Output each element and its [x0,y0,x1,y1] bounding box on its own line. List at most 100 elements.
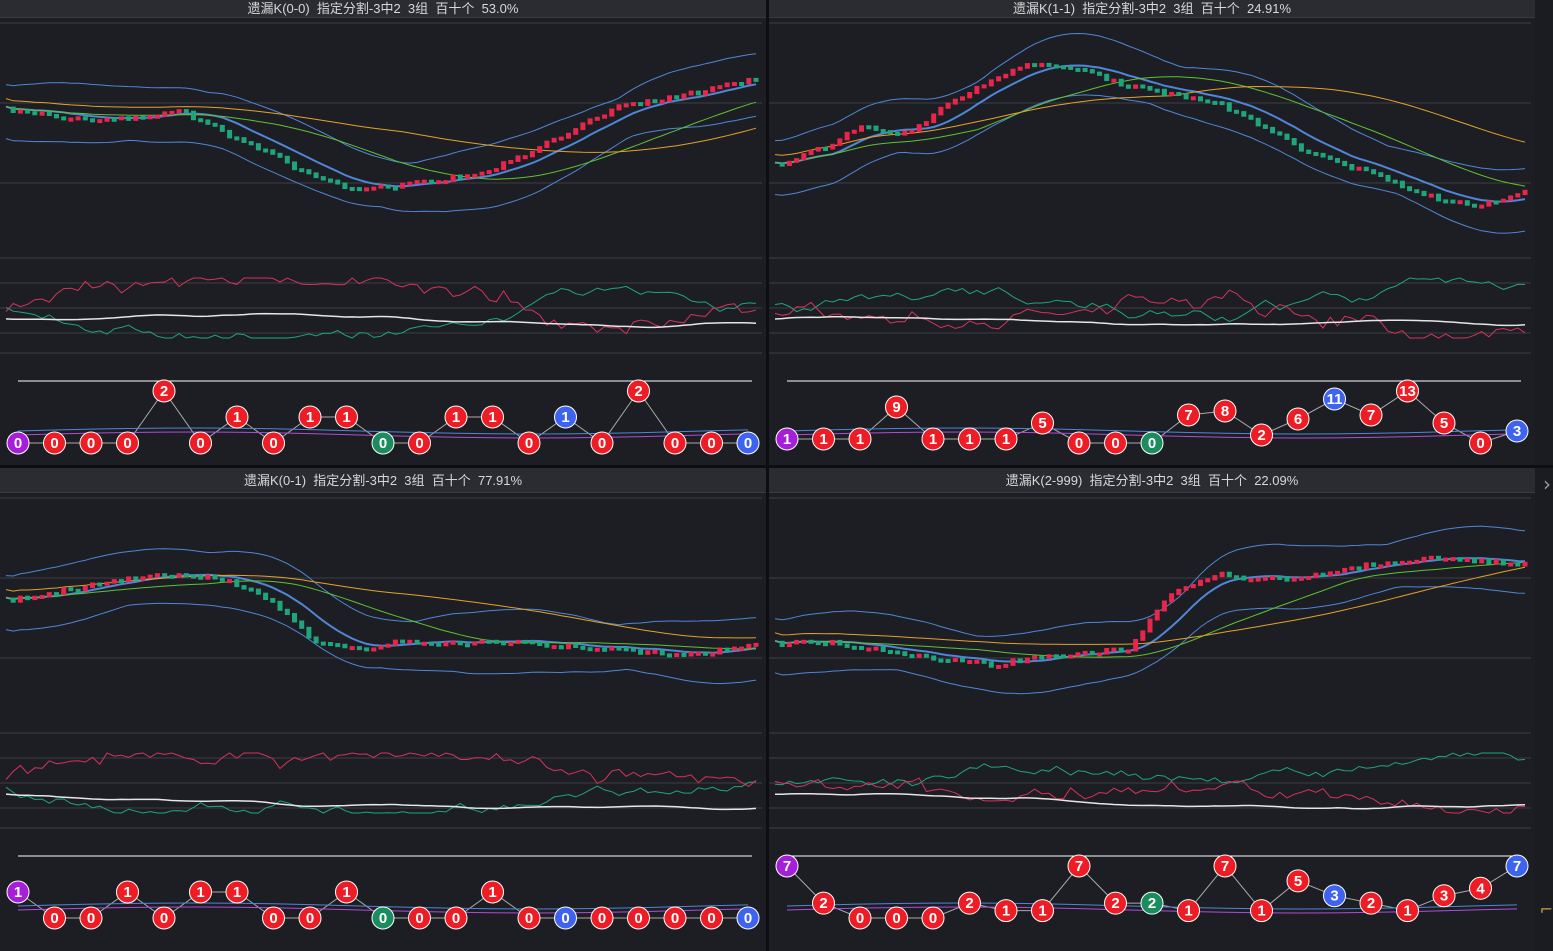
candle [988,661,994,668]
omission-ball-circle [152,379,176,403]
omission-ball: 1 [225,405,249,429]
chart-panel-bottom-right[interactable]: 遗漏K(2-999) 指定分割-3中2 3组 百十个 22.09% 7 2 0 0 0 2… [769,468,1535,951]
omission-ball-circle [1359,403,1383,427]
omission-ball-value: 0 [598,435,606,452]
candle [140,115,146,120]
ma-green [5,101,757,180]
omission-ball-circle [627,906,650,930]
omission-ball-value: 0 [50,910,58,927]
omission-ball: 1 [1250,899,1273,923]
omission-ball-value: 0 [1476,435,1484,452]
candle [1508,562,1514,567]
candle [1421,190,1427,197]
candle [630,647,636,652]
candle [111,117,117,122]
omission-ball-circle [408,906,431,930]
chart-panel-bottom-left[interactable]: 遗漏K(0-1) 指定分割-3中2 3组 百十个 77.91% 1 0 0 1 0 1 1 0… [0,468,766,951]
omission-ball-circle [79,906,103,930]
candle [328,178,333,183]
candle [212,122,218,127]
omission-ball-value: 3 [1513,423,1521,440]
candle [472,173,478,178]
candle [616,104,622,111]
candle [1010,68,1016,76]
omission-ball: 13 [1396,379,1419,403]
candle [1378,172,1384,177]
candle [1522,561,1528,567]
omission-ball: 7 [1177,403,1200,427]
omission-ball-circle [1323,884,1346,908]
candle [1479,558,1485,564]
candle [688,652,694,657]
omission-ball-circle [262,431,285,455]
candle [967,660,973,664]
omission-ball-circle [225,405,249,429]
chevron-right-icon[interactable]: › [1543,472,1551,496]
candle [1313,572,1319,578]
candle [688,90,694,96]
candle [830,143,836,150]
panel-chart-svg: 7 2 0 0 0 2 1 1 7 2 2 1 7 1 5 3 2 1 3 4 7 [769,497,1531,930]
candle [39,111,45,116]
candle [988,79,994,87]
panel-title: 遗漏K(2-999) 指定分割-3中2 3组 百十个 22.09% [769,468,1535,493]
candle [746,643,752,649]
omission-ball: 0 [736,431,760,455]
candle [938,106,944,116]
candle [1140,84,1146,89]
candle [284,608,290,615]
omission-ball-value: 0 [671,435,679,452]
panel-title: 遗漏K(0-0) 指定分割-3中2 3组 百十个 53.0% [0,0,766,18]
candle [234,579,240,588]
candle [645,650,651,655]
candle [801,153,807,161]
candle [1082,650,1088,655]
omission-ball-circle [371,906,395,930]
chart-panel-top-left[interactable]: 遗漏K(0-0) 指定分割-3中2 3组 百十个 53.0% 0 0 0 0 2 0 1 0 1… [0,0,766,465]
candle [794,639,800,645]
candle [1363,562,1369,570]
omission-ball: 0 [736,906,760,930]
candle [392,639,398,646]
candle [859,125,864,132]
omission-ball-value: 1 [452,409,460,426]
candle [198,118,204,123]
candle [378,184,384,189]
omission-ball-value: 13 [1399,383,1416,400]
omission-ball-value: 11 [1327,391,1343,408]
indicator-line-white [5,312,757,329]
candle [486,639,492,644]
omission-ball-value: 0 [1075,435,1083,452]
candle [407,181,413,186]
candle [1320,572,1326,577]
omission-ball: 2 [1359,891,1383,915]
candle [349,187,355,191]
candle [1349,164,1355,171]
candle [133,576,139,581]
candle [205,574,211,580]
candle [1371,562,1377,567]
omission-ball-value: 0 [87,910,95,927]
candle [472,641,478,646]
omission-ball: 0 [590,431,614,455]
candle [1234,109,1239,114]
candle [1508,195,1514,201]
candle [1097,652,1102,657]
omission-ball-circle [517,906,541,930]
bollinger-mid [5,573,757,654]
candle [667,95,672,102]
candle [703,651,708,656]
candle [566,132,571,139]
candle [1378,564,1384,569]
candle [974,659,980,664]
candle [465,643,470,648]
horizontal-divider[interactable] [0,465,1553,468]
candle [68,117,74,122]
candle [104,581,110,586]
vertical-divider[interactable] [766,0,769,951]
omission-ball-value: 5 [1038,415,1046,432]
omission-ball-value: 3 [1440,888,1448,905]
indicator-line-green [774,277,1526,323]
omission-ball: 6 [1286,407,1310,431]
